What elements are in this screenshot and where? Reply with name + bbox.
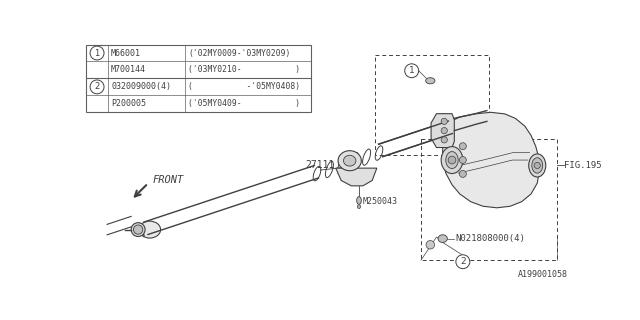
Ellipse shape [338,151,362,171]
Bar [86,44,311,112]
Ellipse shape [441,147,463,173]
Circle shape [134,225,143,234]
Ellipse shape [426,78,435,84]
Text: 1: 1 [95,49,100,58]
Text: ('05MY0409-           ): ('05MY0409- ) [189,99,301,108]
Text: ('02MY0009-'03MY0209): ('02MY0009-'03MY0209) [189,49,291,58]
Ellipse shape [344,155,356,166]
Circle shape [404,64,419,78]
Circle shape [441,128,447,134]
Bar [374,55,489,156]
Ellipse shape [358,205,360,209]
Text: 2: 2 [460,257,466,266]
Circle shape [441,118,447,124]
Circle shape [456,255,470,268]
Text: A199001058: A199001058 [518,270,568,279]
Text: ('03MY0210-           ): ('03MY0210- ) [189,66,301,75]
Text: M250043: M250043 [363,197,398,206]
Text: M700144: M700144 [111,66,146,75]
Ellipse shape [532,158,543,173]
Text: FIG.195: FIG.195 [564,161,602,170]
Text: (           -'05MY0408): ( -'05MY0408) [189,83,301,92]
Ellipse shape [356,196,362,204]
Ellipse shape [139,221,161,238]
Circle shape [426,241,435,249]
Circle shape [460,143,467,150]
Circle shape [460,171,467,177]
Text: N021808000(4): N021808000(4) [455,234,525,243]
Bar [421,139,557,260]
Text: M66001: M66001 [111,49,141,58]
Ellipse shape [446,152,458,169]
Text: 2: 2 [95,83,100,92]
Ellipse shape [529,154,546,177]
Text: FRONT: FRONT [153,175,184,185]
Text: 1: 1 [409,66,415,75]
Circle shape [441,137,447,143]
Circle shape [534,162,540,169]
Polygon shape [443,112,540,208]
Text: 032009000(4): 032009000(4) [111,83,171,92]
Circle shape [90,46,104,60]
Text: 27111: 27111 [305,160,335,171]
Polygon shape [431,114,454,148]
Ellipse shape [438,235,447,243]
Ellipse shape [131,223,145,236]
Polygon shape [336,168,377,186]
Circle shape [460,156,467,164]
Text: P200005: P200005 [111,99,146,108]
Circle shape [448,156,456,164]
Circle shape [90,80,104,94]
